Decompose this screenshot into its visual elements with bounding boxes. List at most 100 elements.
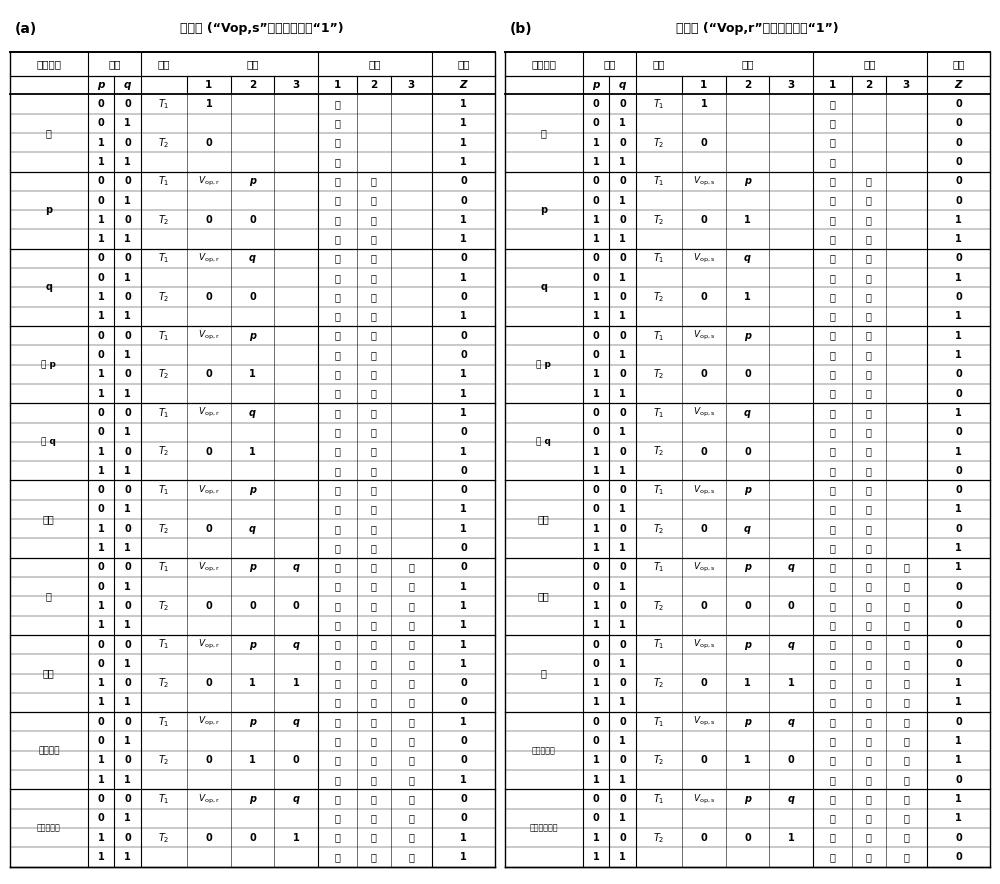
Text: 负实质蕴涵: 负实质蕴涵	[532, 746, 556, 755]
Text: 高: 高	[334, 736, 340, 746]
Text: q: q	[744, 254, 751, 263]
Text: 1: 1	[98, 852, 104, 862]
Text: 1: 1	[955, 505, 962, 514]
Text: 1: 1	[98, 292, 104, 302]
Text: 0: 0	[98, 254, 104, 263]
Text: p: p	[744, 485, 751, 495]
Text: 0: 0	[460, 350, 467, 360]
Text: 0: 0	[788, 756, 795, 766]
Text: 低: 低	[371, 852, 377, 862]
Text: 1: 1	[124, 466, 131, 476]
Text: 低: 低	[829, 736, 835, 746]
Text: 低: 低	[829, 311, 835, 322]
Text: 1: 1	[124, 195, 131, 205]
Text: 0: 0	[593, 485, 599, 495]
Text: 1: 1	[788, 833, 795, 842]
Text: 高: 高	[371, 370, 377, 379]
Text: $\mathit{T}_2$: $\mathit{T}_2$	[653, 136, 665, 149]
Text: 高: 高	[334, 370, 340, 379]
Text: 1: 1	[593, 678, 599, 688]
Text: 0: 0	[460, 678, 467, 688]
Text: 低: 低	[829, 234, 835, 244]
Text: 1: 1	[460, 505, 467, 514]
Text: $\mathit{T}_1$: $\mathit{T}_1$	[158, 484, 170, 497]
Text: 高: 高	[866, 195, 872, 205]
Text: 高: 高	[903, 621, 909, 630]
Text: 低: 低	[408, 639, 414, 650]
Text: 0: 0	[98, 99, 104, 109]
Text: 0: 0	[124, 331, 131, 340]
Text: $V_{\rm op,r}$: $V_{\rm op,r}$	[198, 638, 220, 652]
Text: 1: 1	[619, 582, 626, 591]
Text: 高: 高	[334, 756, 340, 766]
Text: 0: 0	[955, 427, 962, 438]
Text: 0: 0	[700, 446, 707, 456]
Text: 0: 0	[955, 157, 962, 167]
Text: 电阻: 电阻	[864, 59, 876, 69]
Text: 1: 1	[293, 678, 300, 688]
Text: $\mathit{T}_2$: $\mathit{T}_2$	[158, 290, 170, 304]
Text: 0: 0	[593, 350, 599, 360]
Text: 0: 0	[205, 446, 212, 456]
Text: 1: 1	[955, 408, 962, 418]
Text: 0: 0	[124, 756, 131, 766]
Text: 1: 1	[460, 601, 467, 611]
Text: 1: 1	[124, 118, 131, 128]
Text: 0: 0	[98, 195, 104, 205]
Text: 0: 0	[98, 639, 104, 650]
Text: 低: 低	[866, 794, 872, 804]
Text: $\mathit{T}_1$: $\mathit{T}_1$	[158, 637, 170, 652]
Text: 高: 高	[371, 195, 377, 205]
Text: 低: 低	[829, 292, 835, 302]
Text: 高: 高	[334, 350, 340, 360]
Text: 0: 0	[124, 446, 131, 456]
Text: 0: 0	[98, 408, 104, 418]
Text: $V_{\rm op,s}$: $V_{\rm op,s}$	[693, 638, 715, 652]
Text: 0: 0	[98, 350, 104, 360]
Text: 同或: 同或	[538, 514, 550, 524]
Text: 低: 低	[829, 389, 835, 399]
Text: 反实质蕴涵: 反实质蕴涵	[37, 824, 61, 833]
Text: 1: 1	[955, 446, 962, 456]
Text: 高: 高	[334, 446, 340, 456]
Text: 0: 0	[955, 774, 962, 785]
Text: 低: 低	[371, 331, 377, 340]
Text: 高: 高	[371, 485, 377, 495]
Text: 1: 1	[593, 215, 599, 225]
Text: 高: 高	[334, 254, 340, 263]
Text: 1: 1	[98, 389, 104, 399]
Text: 高: 高	[334, 833, 340, 842]
Text: 高: 高	[866, 427, 872, 438]
Text: 高: 高	[371, 582, 377, 591]
Text: 0: 0	[205, 756, 212, 766]
Text: Z: Z	[955, 80, 962, 90]
Text: 高: 高	[866, 389, 872, 399]
Text: 高: 高	[408, 678, 414, 688]
Text: 1: 1	[829, 80, 836, 90]
Text: $V_{\rm op,s}$: $V_{\rm op,s}$	[693, 560, 715, 574]
Text: 0: 0	[593, 639, 599, 650]
Text: $\mathit{T}_1$: $\mathit{T}_1$	[158, 174, 170, 188]
Text: 0: 0	[460, 427, 467, 438]
Text: 0: 0	[619, 292, 626, 302]
Text: 1: 1	[460, 370, 467, 379]
Text: 高: 高	[371, 678, 377, 688]
Text: p: p	[540, 205, 547, 215]
Text: 低: 低	[334, 157, 340, 167]
Text: p: p	[45, 205, 52, 215]
Text: 1: 1	[460, 157, 467, 167]
Text: 0: 0	[619, 331, 626, 340]
Text: 0: 0	[593, 794, 599, 804]
Text: 1: 1	[593, 311, 599, 322]
Text: 0: 0	[955, 466, 962, 476]
Text: 1: 1	[955, 697, 962, 707]
Text: 高: 高	[334, 774, 340, 785]
Text: 高: 高	[334, 621, 340, 630]
Text: 1: 1	[593, 292, 599, 302]
Text: 0: 0	[249, 601, 256, 611]
Text: 异或: 异或	[43, 514, 55, 524]
Text: 输出: 输出	[457, 59, 470, 69]
Text: 低: 低	[866, 311, 872, 322]
Text: 1: 1	[593, 852, 599, 862]
Text: 0: 0	[593, 659, 599, 669]
